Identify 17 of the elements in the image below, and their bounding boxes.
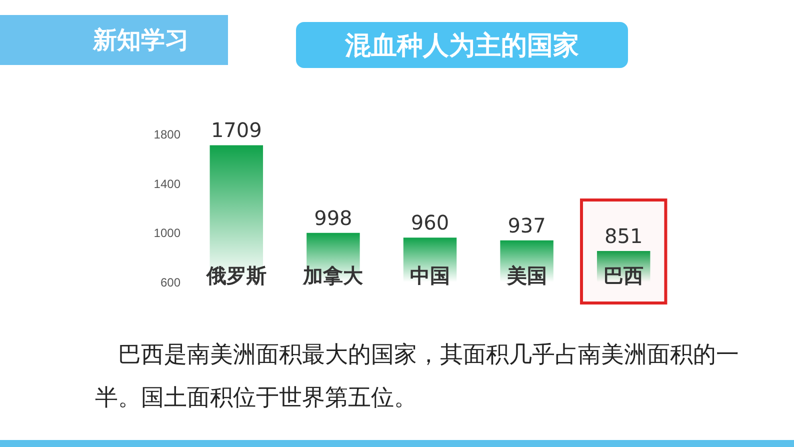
x-tick-label: 巴西 (604, 264, 644, 288)
chart-title: 混血种人为主的国家 (344, 31, 579, 61)
text: 巴西是南美洲面积最大的国家，其面积几乎占南美洲面积的一半。国土面积位于世界第五位。 (95, 342, 739, 411)
x-tick-label: 中国 (410, 264, 450, 288)
data-label: 998 (314, 206, 352, 230)
x-tick-label: 美国 (506, 264, 547, 288)
data-label: 1709 (210, 118, 262, 142)
y-tick-label: 1400 (154, 176, 181, 191)
x-tick-label: 加拿大 (302, 264, 364, 288)
data-label: 851 (604, 224, 643, 248)
data-label: 960 (410, 210, 450, 235)
data-label: 937 (508, 213, 546, 238)
y-tick-label: 1000 (154, 226, 181, 240)
x-tick-label: 俄罗斯 (205, 264, 266, 288)
y-tick-label: 1800 (154, 128, 181, 142)
y-tick-label: 600 (160, 276, 181, 290)
text: 新知学习 (92, 26, 189, 54)
